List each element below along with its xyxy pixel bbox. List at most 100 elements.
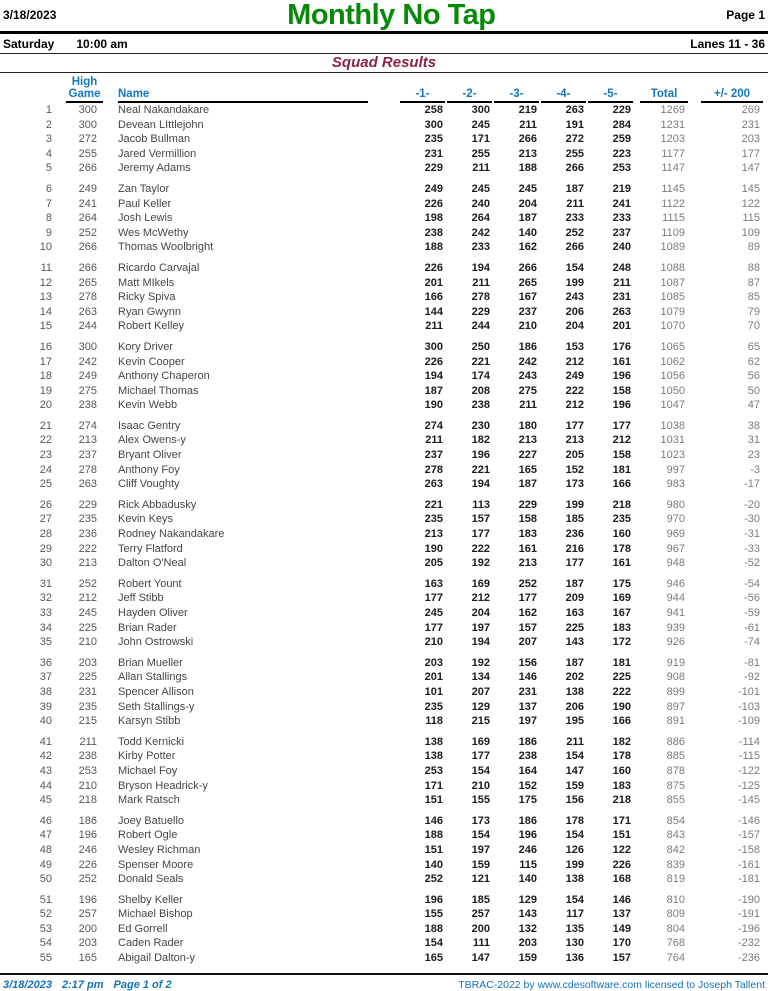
cell-total: 919	[666, 656, 685, 669]
cell-game-3: 207	[518, 636, 537, 649]
cell-plus-minus: -146	[737, 814, 760, 827]
cell-game-2: 242	[471, 226, 490, 239]
cell-game-5: 183	[612, 779, 631, 792]
cell-game-1: 151	[424, 794, 443, 807]
header-divider-thick	[0, 31, 768, 34]
cell-game-4: 177	[565, 419, 584, 432]
cell-game-1: 201	[424, 671, 443, 684]
cell-plus-minus: -196	[737, 922, 760, 935]
cell-rank: 54	[39, 937, 52, 950]
cell-game-4: 126	[565, 843, 584, 856]
table-row: 41 211 Todd Kernicki 138 169 186 211 182 886 -114	[0, 729, 768, 750]
cell-game-5: 178	[612, 750, 631, 763]
cell-rank: 42	[39, 750, 52, 763]
cell-high-game: 272	[78, 133, 97, 146]
cell-name: Terry Flatford	[118, 542, 183, 555]
cell-plus-minus: 203	[741, 133, 760, 146]
page-number: Page 1	[726, 8, 765, 22]
cell-total: 1147	[661, 162, 685, 175]
cell-rank: 21	[39, 419, 52, 432]
cell-name: Michael Foy	[118, 764, 178, 777]
table-row: 42 238 Kirby Potter 138 177 238 154 178 885 -115	[0, 749, 768, 764]
cell-game-2: 169	[471, 577, 490, 590]
cell-game-4: 266	[565, 241, 584, 254]
session-time: 10:00 am	[76, 36, 128, 51]
cell-game-3: 159	[518, 952, 537, 965]
cell-game-5: 212	[612, 434, 631, 447]
cell-game-5: 167	[612, 607, 631, 619]
cell-game-1: 201	[424, 276, 443, 289]
cell-game-3: 164	[518, 764, 537, 777]
cell-game-5: 235	[612, 513, 631, 526]
cell-total: 944	[666, 592, 685, 605]
cell-name: Wesley Richman	[118, 843, 201, 856]
cell-plus-minus: -161	[737, 858, 760, 871]
cell-name: Rick Abbadusky	[118, 498, 197, 511]
cell-game-3: 143	[518, 908, 537, 921]
cell-high-game: 218	[78, 794, 97, 807]
cell-game-3: 242	[518, 355, 537, 368]
cell-game-2: 192	[471, 557, 490, 570]
cell-game-1: 190	[424, 542, 443, 555]
cell-game-2: 174	[471, 370, 490, 383]
cell-high-game: 255	[78, 147, 97, 160]
cell-game-5: 151	[612, 829, 631, 842]
cell-game-1: 188	[424, 922, 443, 935]
cell-game-5: 196	[612, 399, 631, 412]
cell-total: 939	[666, 621, 685, 634]
cell-total: 1177	[661, 147, 685, 160]
cell-plus-minus: -17	[744, 478, 760, 491]
cell-game-3: 140	[518, 226, 537, 239]
cell-game-5: 263	[612, 305, 631, 318]
cell-plus-minus: 31	[747, 434, 760, 447]
cell-rank: 10	[39, 241, 52, 254]
cell-total: 941	[666, 607, 685, 619]
table-row: 46 186 Joey Batuello 146 173 186 178 171 854 -146	[0, 808, 768, 829]
cell-high-game: 203	[78, 656, 97, 669]
cell-high-game: 278	[78, 463, 97, 476]
cell-game-3: 213	[518, 147, 537, 160]
column-header-game-5: -5-	[586, 73, 633, 103]
cell-rank: 55	[39, 952, 52, 965]
cell-game-3: 252	[518, 577, 537, 590]
cell-game-1: 138	[424, 735, 443, 748]
cell-high-game: 165	[78, 952, 97, 965]
cell-game-5: 248	[612, 261, 631, 274]
cell-game-1: 231	[424, 147, 443, 160]
footer-divider	[0, 973, 768, 975]
cell-total: 983	[666, 478, 685, 491]
cell-total: 1050	[660, 384, 685, 397]
footer-license: TBRAC-2022 by www.cdesoftware.com licens…	[458, 979, 765, 991]
cell-game-5: 149	[612, 922, 631, 935]
cell-plus-minus: -109	[737, 715, 760, 728]
cell-high-game: 257	[78, 908, 97, 921]
cell-plus-minus: -20	[744, 498, 760, 511]
cell-rank: 28	[39, 528, 52, 541]
table-row: 38 231 Spencer Allison 101 207 231 138 222 899 -1…	[0, 685, 768, 700]
cell-rank: 31	[39, 577, 52, 590]
cell-game-2: 194	[471, 636, 490, 649]
cell-game-4: 236	[565, 528, 584, 541]
cell-game-1: 101	[424, 685, 443, 698]
cell-game-3: 213	[518, 434, 537, 447]
cell-game-2: 204	[471, 607, 490, 619]
cell-game-4: 177	[565, 557, 584, 570]
cell-game-4: 212	[565, 355, 584, 368]
cell-game-3: 246	[518, 843, 537, 856]
cell-game-5: 222	[612, 685, 631, 698]
results-table: High Game Name -1- -2- -3- -4- -5- Total…	[0, 73, 768, 966]
cell-total: 1085	[660, 291, 685, 304]
cell-name: Josh Lewis	[118, 212, 173, 225]
cell-game-2: 264	[471, 212, 490, 225]
cell-total: 1231	[660, 118, 685, 131]
cell-plus-minus: -236	[737, 952, 760, 965]
cell-total: 885	[666, 750, 685, 763]
table-row: 32 212 Jeff Stibb 177 212 177 209 169 944 -56	[0, 591, 768, 606]
cell-game-2: 147	[471, 952, 490, 965]
cell-total: 899	[666, 685, 685, 698]
cell-game-1: 235	[424, 513, 443, 526]
cell-game-4: 173	[565, 478, 584, 491]
cell-high-game: 252	[78, 873, 97, 886]
cell-rank: 4	[45, 147, 52, 160]
